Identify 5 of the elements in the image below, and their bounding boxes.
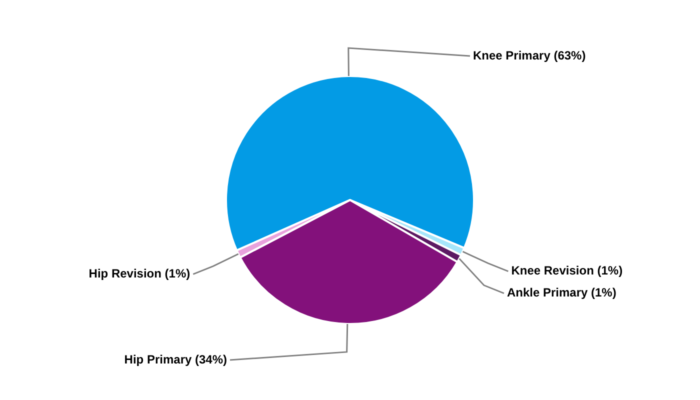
slice-label: Hip Revision (1%): [88, 266, 190, 280]
slice-label: Knee Primary (63%): [473, 48, 586, 62]
slice-label: Ankle Primary (1%): [506, 286, 616, 300]
slice-label: Knee Revision (1%): [511, 264, 623, 278]
slice-label: Hip Primary (34%): [124, 352, 228, 366]
